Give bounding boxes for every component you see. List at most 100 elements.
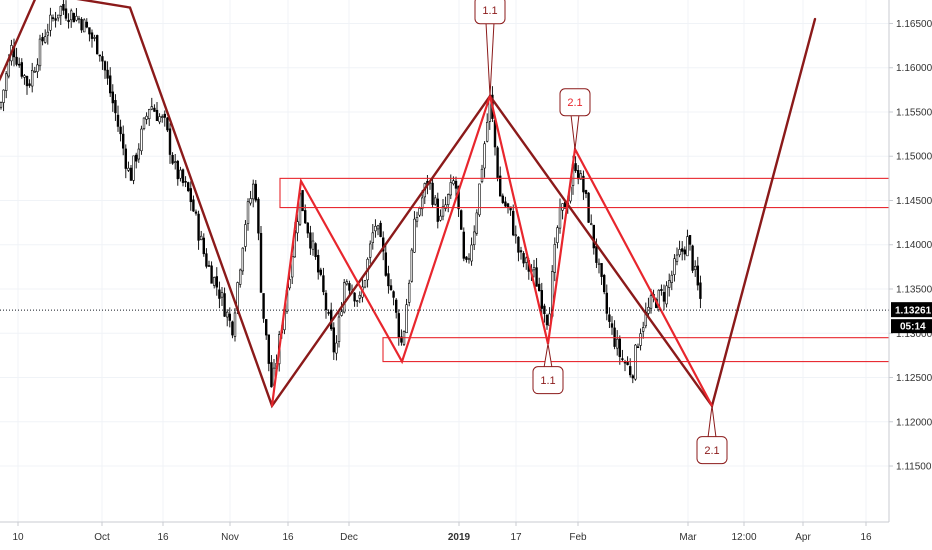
price-tick-label: 1.16500 bbox=[896, 19, 932, 30]
candle-body bbox=[392, 291, 395, 298]
candle-body bbox=[306, 222, 309, 234]
candle-body bbox=[142, 117, 146, 129]
date-tick-label: Dec bbox=[340, 532, 358, 543]
annotation-pointer bbox=[570, 114, 580, 150]
candle-body bbox=[384, 252, 387, 276]
candle-body bbox=[475, 212, 478, 234]
candle-body bbox=[561, 203, 564, 211]
candle-body bbox=[597, 262, 601, 265]
candle-body bbox=[96, 35, 99, 55]
candle-body bbox=[93, 37, 96, 39]
candle-body bbox=[249, 198, 252, 204]
candle-body bbox=[127, 167, 130, 171]
candle-body bbox=[379, 222, 382, 237]
annotation-label: 1.1 bbox=[540, 375, 555, 387]
candle-body bbox=[62, 4, 65, 11]
candle-body bbox=[137, 148, 140, 160]
date-axis-bg bbox=[0, 522, 932, 550]
candle-body bbox=[436, 198, 439, 222]
annotation-pointer bbox=[485, 22, 495, 97]
candle-body bbox=[252, 183, 255, 200]
candle-body bbox=[639, 333, 642, 346]
current-price-value: 1.13261 bbox=[895, 306, 932, 317]
grid-layer bbox=[0, 0, 889, 522]
candle-body bbox=[462, 231, 465, 259]
candle-body bbox=[75, 15, 78, 21]
candle-body bbox=[213, 277, 216, 286]
annotation-callout: 2.1 bbox=[696, 405, 728, 465]
candle-body bbox=[210, 265, 213, 284]
candle-body bbox=[459, 210, 463, 230]
candle-body bbox=[407, 282, 411, 303]
candle-body bbox=[5, 73, 8, 91]
candle-body bbox=[220, 292, 224, 298]
candle-body bbox=[363, 280, 367, 288]
candle-body bbox=[262, 293, 265, 319]
candle-body bbox=[140, 128, 143, 152]
candle-body bbox=[342, 282, 346, 313]
candle-body bbox=[70, 10, 73, 21]
candle-body bbox=[699, 282, 702, 299]
zigzag-red-line bbox=[270, 92, 714, 407]
date-tick-label: Apr bbox=[795, 532, 811, 543]
candle-body bbox=[46, 31, 50, 36]
candle-body bbox=[233, 312, 237, 337]
candle-body bbox=[49, 14, 52, 31]
date-tick-label: 16 bbox=[282, 532, 294, 543]
candle-body bbox=[340, 311, 343, 316]
candle-body bbox=[660, 289, 663, 291]
candle-body bbox=[524, 257, 528, 263]
candle-body bbox=[537, 283, 541, 292]
candle-body bbox=[433, 197, 437, 205]
annotation-box bbox=[474, 0, 506, 25]
candle-body bbox=[389, 285, 393, 291]
candle-body bbox=[197, 213, 200, 241]
candle-body bbox=[478, 183, 481, 216]
date-tick-label: 10 bbox=[12, 532, 24, 543]
candle-body bbox=[324, 292, 328, 311]
annotation-label: 2.1 bbox=[704, 445, 719, 457]
candle-body bbox=[322, 275, 325, 293]
candle-body bbox=[51, 17, 55, 19]
candle-body bbox=[129, 167, 133, 181]
annotation-box bbox=[559, 88, 591, 117]
candle-body bbox=[649, 295, 653, 309]
candle-body bbox=[241, 247, 244, 272]
annotation-label: 1.1 bbox=[482, 5, 497, 17]
candle-body bbox=[189, 188, 192, 203]
candle-body bbox=[600, 263, 603, 277]
candle-body bbox=[418, 208, 421, 216]
candle-body bbox=[264, 319, 268, 336]
candle-body bbox=[618, 338, 622, 357]
candle-body bbox=[239, 269, 242, 285]
candle-body bbox=[36, 64, 39, 73]
candle-body bbox=[517, 236, 520, 253]
candle-body bbox=[72, 13, 76, 23]
price-tick-label: 1.15500 bbox=[896, 107, 932, 118]
candle-body bbox=[215, 276, 218, 288]
price-tick-label: 1.14000 bbox=[896, 240, 932, 251]
candle-body bbox=[98, 54, 102, 57]
zigzag-layer bbox=[0, 0, 817, 409]
candle-body bbox=[119, 126, 122, 135]
candle-body bbox=[410, 249, 413, 282]
candle-body bbox=[574, 163, 577, 172]
date-tick-label: Nov bbox=[221, 532, 239, 543]
candle-body bbox=[511, 210, 515, 236]
candle-body bbox=[124, 148, 128, 169]
candle-body bbox=[693, 265, 697, 270]
annotation-label: 2.1 bbox=[567, 97, 582, 109]
candle-body bbox=[506, 203, 510, 208]
candle-body bbox=[641, 327, 645, 332]
annotation-box bbox=[696, 436, 728, 465]
candle-body bbox=[532, 267, 536, 271]
candle-body bbox=[504, 201, 507, 207]
candle-body bbox=[205, 253, 208, 267]
candle-body bbox=[254, 183, 257, 201]
candle-body bbox=[148, 109, 151, 120]
candle-body bbox=[454, 180, 458, 189]
candle-body bbox=[184, 180, 187, 183]
candle-body bbox=[145, 115, 148, 120]
